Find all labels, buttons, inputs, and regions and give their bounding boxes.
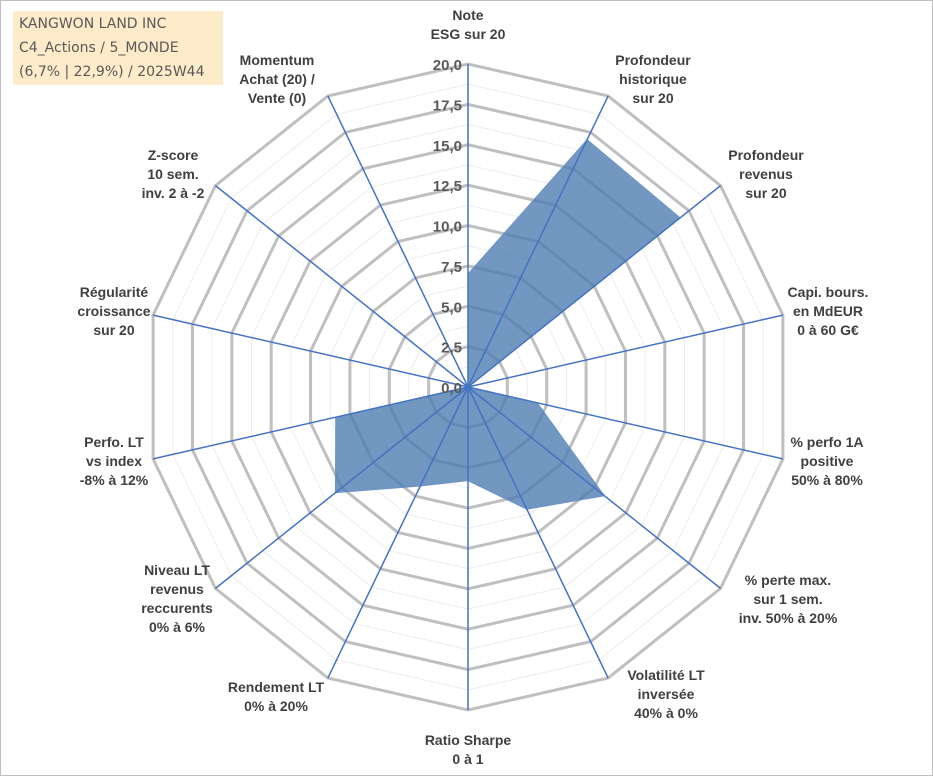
axis-label-line: 0% à 6% xyxy=(148,619,206,635)
axis-label-line: 0 à 60 G€ xyxy=(797,322,859,338)
axis-line xyxy=(467,386,609,679)
tick-label: 7,5 xyxy=(441,259,462,276)
axis-line xyxy=(467,386,784,460)
axis-label: Perfo. LT vs index -8% à 12% xyxy=(80,433,148,490)
axis-label-line: Profondeur xyxy=(728,147,804,163)
axis-label-line: sur 20 xyxy=(632,90,674,106)
axis-label-line: inv. 50% à 20% xyxy=(738,610,838,626)
title-company: KANGWON LAND INC xyxy=(19,16,167,32)
axis-label-line: sur 20 xyxy=(93,322,135,338)
axis-label-line: Z-score xyxy=(147,147,199,163)
axis-label-line: Perfo. LT xyxy=(84,434,144,450)
axis-label: Ratio Sharpe 0 à 1 xyxy=(425,731,511,769)
axis-label-line: Profondeur xyxy=(615,52,691,68)
axis-line xyxy=(467,386,721,589)
axis-label-line: Rendement LT xyxy=(227,679,325,695)
axis-label-line: Achat (20) / xyxy=(239,71,315,87)
axis-label-line: 40% à 0% xyxy=(634,705,698,721)
axis-label-line: 50% à 80% xyxy=(791,472,863,488)
axis-label-line: ESG sur 20 xyxy=(430,26,506,42)
axis-label-line: positive xyxy=(800,453,854,469)
chart-title-box: KANGWON LAND INC C4_Actions / 5_MONDE (6… xyxy=(13,11,223,85)
axis-label: Profondeur revenus sur 20 xyxy=(728,146,803,203)
axis-label-line: Volatilité LT xyxy=(627,667,705,683)
axis-label-line: 0 à 1 xyxy=(452,751,484,767)
axis-label: Rendement LT 0% à 20% xyxy=(228,678,324,716)
axis-label-line: -8% à 12% xyxy=(79,472,149,488)
axis-label-line: Niveau LT xyxy=(144,562,210,578)
axis-label-line: Vente (0) xyxy=(247,90,307,106)
axis-label-line: en MdEUR xyxy=(793,303,863,319)
axis-label-line: croissance xyxy=(77,303,151,319)
axis-label: Capi. bours. en MdEUR 0 à 60 G€ xyxy=(788,283,869,340)
axis-label: % perfo 1A positive 50% à 80% xyxy=(790,433,863,490)
axis-line xyxy=(152,386,469,460)
axis-label: Z-score 10 sem. inv. 2 à -2 xyxy=(142,146,205,203)
axis-label-line: Capi. bours. xyxy=(787,284,869,300)
axis-label: % perte max. sur 1 sem. inv. 50% à 20% xyxy=(739,571,838,628)
axis-label-line: Régularité xyxy=(79,284,149,300)
axis-label-line: % perfo 1A xyxy=(790,434,864,450)
axis-label-line: revenus xyxy=(150,581,204,597)
axis-label-line: Momentum xyxy=(239,52,315,68)
axis-label-line: % perte max. xyxy=(744,572,832,588)
axis-label-line: historique xyxy=(619,71,687,87)
axis-label-line: sur 1 sem. xyxy=(753,591,823,607)
axis-line xyxy=(467,185,721,388)
tick-label: 15,0 xyxy=(433,138,462,155)
axis-label-line: vs index xyxy=(85,453,143,469)
title-category: C4_Actions / 5_MONDE xyxy=(19,40,179,56)
axis-label-line: inv. 2 à -2 xyxy=(141,185,205,201)
axis-label-line: revenus xyxy=(739,166,793,182)
tick-label: 0,0 xyxy=(441,380,462,397)
axis-label-line: reccurents xyxy=(141,600,213,616)
axis-label-line: Note xyxy=(452,7,484,23)
axis-line xyxy=(152,314,469,388)
tick-label: 17,5 xyxy=(433,97,462,114)
axis-line xyxy=(467,314,784,388)
tick-label: 5,0 xyxy=(441,299,462,316)
axis-label-line: 10 sem. xyxy=(147,166,199,182)
axis-line xyxy=(215,185,469,388)
tick-label: 2,5 xyxy=(441,340,462,357)
axis-label-line: sur 20 xyxy=(745,185,787,201)
axis-label-line: inversée xyxy=(637,686,695,702)
axis-label: Volatilité LT inversée 40% à 0% xyxy=(627,666,704,723)
axis-label-line: Ratio Sharpe xyxy=(424,732,512,748)
axis-line xyxy=(327,95,469,388)
axis-label: Régularité croissance sur 20 xyxy=(77,283,150,340)
axis-label: Momentum Achat (20) / Vente (0) xyxy=(239,51,314,108)
axis-label: Note ESG sur 20 xyxy=(431,6,506,44)
axis-line xyxy=(467,95,609,388)
axis-line xyxy=(327,386,469,679)
title-stats: (6,7% | 22,9%) / 2025W44 xyxy=(19,64,205,80)
axis-label-line: 0% à 20% xyxy=(244,698,308,714)
axis-label: Profondeur historique sur 20 xyxy=(615,51,690,108)
tick-label: 20,0 xyxy=(433,57,462,74)
tick-label: 12,5 xyxy=(433,178,462,195)
axis-line xyxy=(215,386,469,589)
tick-label: 10,0 xyxy=(433,219,462,236)
axis-label: Niveau LT revenus reccurents 0% à 6% xyxy=(141,561,213,637)
